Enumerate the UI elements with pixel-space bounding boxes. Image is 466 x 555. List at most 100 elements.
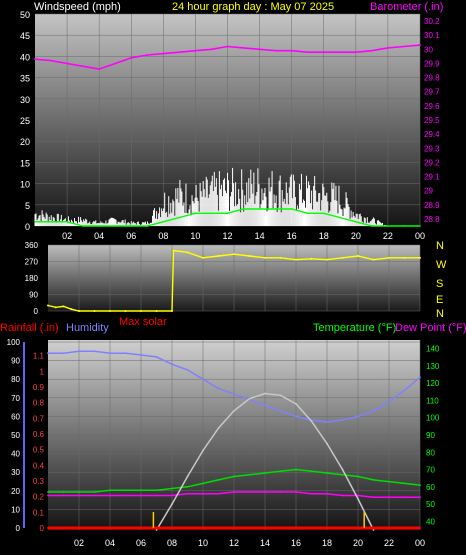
wind-xtick-6: 14 [255,231,265,241]
rainfall-label: Rainfall (.in) [0,322,59,334]
avg-wind-point-20 [355,220,357,223]
barometer-point-8 [162,52,165,55]
wind-xtick-5: 12 [222,231,232,241]
compass-n-bottom: N [436,308,444,320]
temp-xtick-5: 12 [229,538,239,548]
chart-marks [34,44,421,531]
rain-ytick-6: 0.6 [33,430,45,439]
humidity-point-23 [403,389,406,392]
dewpoint-point-21 [372,496,375,499]
temperature-point-23 [403,482,406,485]
wind-xtick-11: 00 [415,231,425,241]
wind-xtick-0: 02 [62,231,72,241]
humidity-point-0 [47,352,49,355]
compass-w: W [436,259,447,271]
baro-ytick-5: 29.3 [424,144,440,153]
barometer-point-6 [130,57,133,59]
wind-direction-point-23 [357,255,359,257]
barometer-point-22 [387,47,389,49]
humidity-ytick-6: 60 [11,412,20,421]
humidity-point-4 [109,352,111,355]
baro-ytick-12: 30 [424,45,433,54]
humidity-point-15 [279,409,282,412]
wind-xtick-3: 08 [158,231,168,241]
barometer-point-7 [146,54,149,56]
temperature-label: Temperature (°F) [313,322,396,334]
wind-xtick-7: 16 [287,231,297,241]
wind-ytick-7: 35 [20,74,30,84]
max-solar-label: Max solar [119,316,167,328]
baro-ytick-11: 29.9 [424,59,440,68]
dewpoint-point-5 [124,494,127,497]
humidity-point-1 [62,352,65,355]
wind-direction-point-9 [155,310,158,312]
barometer-point-14 [258,48,261,51]
wind-direction-point-14 [217,255,220,257]
dewpoint-point-12 [233,491,235,493]
humidity-ytick-7: 70 [11,394,20,403]
dewpoint-point-6 [140,494,142,497]
temp-ytick-6: 100 [426,414,440,423]
avg-wind-point-7 [146,225,149,227]
wind-ytick-0: 0 [25,222,30,232]
temp-ytick-2: 60 [426,483,435,492]
barometer-point-17 [306,51,309,53]
temperature-point-21 [372,479,375,481]
max-solar-point-6 [248,397,251,400]
tick-labels: 0510152025303540455028.828.92929.129.229… [7,10,440,548]
avg-wind-point-15 [274,208,277,210]
dir-ytick-0: 0 [34,307,39,316]
wind-direction-point-17 [264,256,266,259]
humidity-point-7 [155,355,158,358]
wind-ytick-9: 45 [20,31,30,41]
dewpoint-point-0 [47,494,49,497]
wind-ytick-2: 10 [20,180,30,190]
dewpoint-point-15 [279,491,282,493]
temp-ytick-5: 90 [426,431,435,440]
avg-wind-point-11 [210,212,213,215]
temp-ytick-7: 110 [426,396,439,405]
humidity-point-5 [124,352,127,355]
dewpoint-point-19 [341,494,344,497]
temperature-point-18 [326,472,328,474]
wind-direction-point-11 [172,249,175,252]
humidity-ytick-3: 30 [11,468,20,477]
temp-xtick-8: 18 [322,538,332,548]
barometer-point-10 [194,49,197,52]
humidity-ytick-8: 80 [11,375,20,384]
wind-ytick-3: 15 [20,158,30,168]
max-solar-point-1 [171,503,173,505]
wind-direction-point-27 [419,256,421,259]
barometer-point-24 [419,44,421,46]
humidity-ytick-1: 10 [11,505,20,514]
dewpoint-point-3 [93,494,96,497]
rain-ytick-4: 0.4 [33,461,45,470]
temp-ytick-10: 140 [426,345,440,354]
wind-direction-point-7 [124,310,127,312]
barometer-label: Barometer (.in) [370,1,443,13]
max-solar-point-14 [372,529,375,531]
humidity-point-14 [264,404,266,407]
rain-ytick-8: 0.8 [33,399,45,408]
temp-ytick-1: 50 [426,500,435,509]
humidity-point-20 [357,415,359,418]
barometer-point-1 [50,59,52,62]
barometer-point-0 [34,58,36,61]
temperature-point-1 [62,491,65,493]
rain-ytick-5: 0.5 [33,446,45,455]
avg-wind-point-3 [82,225,84,227]
avg-wind-point-0 [34,220,36,223]
baro-ytick-3: 29.1 [424,173,440,182]
avg-wind-point-24 [419,225,421,227]
wind-direction-point-1 [54,306,57,309]
dewpoint-label: Dew Point (°F) [395,322,466,334]
wind-xtick-9: 20 [351,231,361,241]
wind-ytick-8: 40 [20,52,30,62]
dir-ytick-4: 360 [25,241,39,250]
baro-ytick-9: 29.7 [424,88,440,97]
temperature-point-14 [264,472,266,474]
temp-xtick-3: 08 [167,538,177,548]
baro-ytick-6: 29.4 [424,130,440,139]
windspeed-label: Windspeed (mph) [34,1,121,13]
avg-wind-point-16 [290,208,293,210]
